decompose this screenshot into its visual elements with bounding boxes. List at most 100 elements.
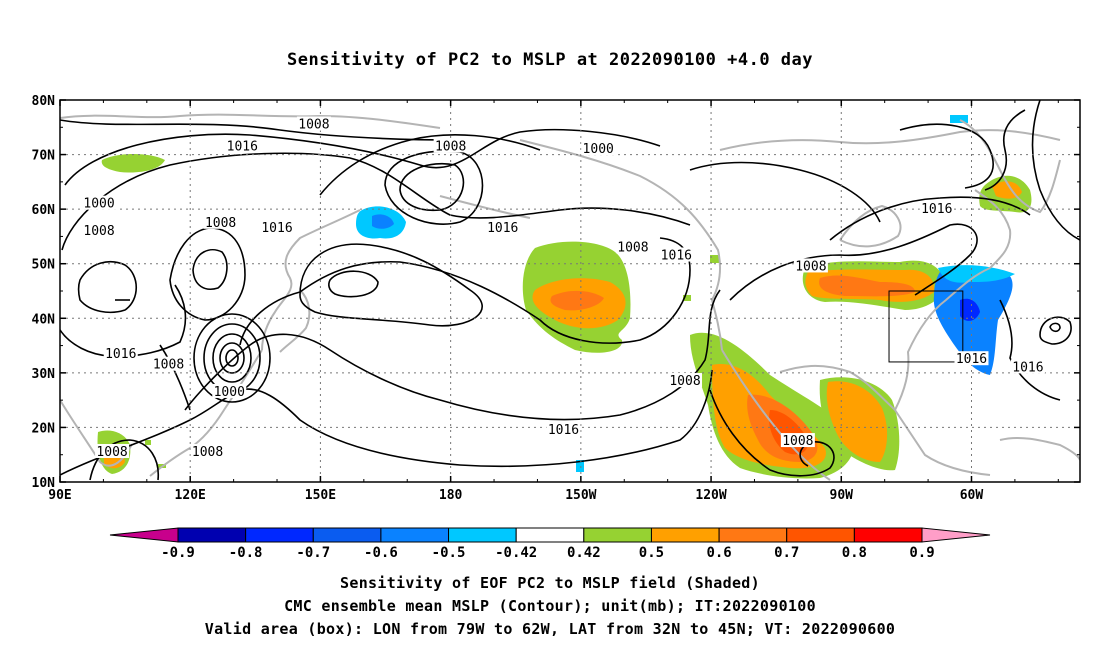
coast-korea-china [149, 349, 263, 477]
lat-label: 70N [32, 149, 56, 164]
lon-label: 150E [305, 488, 336, 503]
shade-blue-speck [950, 115, 968, 123]
contour-label-bg [225, 138, 260, 153]
contour-label: 1008 [298, 118, 329, 133]
contour-label-bg [190, 443, 225, 458]
colorbar-label: -0.6 [364, 545, 398, 561]
lat-label: 30N [32, 367, 56, 382]
contour-label: 1008 [795, 259, 826, 274]
coast-south-america [999, 436, 1080, 461]
contour-label-bg [581, 141, 616, 156]
contour-label-bg [546, 422, 581, 437]
contour-label: 1000 [214, 385, 245, 400]
colorbar-swatch [718, 527, 788, 543]
shade-orange-pacific-dark [550, 290, 604, 311]
contour-line [999, 299, 1061, 401]
lat-label: 80N [32, 94, 56, 109]
lon-label: 90E [48, 488, 71, 503]
contour-label-bg [260, 220, 295, 235]
contour-line [77, 261, 138, 314]
contour-label-bg [793, 258, 828, 273]
contour-line [689, 161, 881, 223]
contour-label: 1016 [956, 352, 987, 367]
contour-line [1031, 100, 1080, 241]
contour-label: 1008 [782, 434, 813, 449]
contour-line [899, 123, 994, 189]
shade-green-speck [145, 440, 151, 445]
colorbar-swatch [583, 527, 652, 543]
coast-caribbean [894, 409, 991, 476]
contour-label-bg [659, 247, 694, 262]
contour-typhoon [193, 313, 271, 403]
colorbar-label: 0.9 [909, 545, 934, 561]
lon-label: 150W [565, 488, 596, 503]
contour-label: 1016 [105, 347, 136, 362]
shade-green-siberia [101, 154, 165, 173]
lon-label: 60W [960, 488, 984, 503]
axis-ticks [59, 99, 1080, 483]
contour-line [159, 344, 191, 411]
contour-line [64, 128, 661, 186]
lon-label: 120E [175, 488, 206, 503]
contour-label-bg [151, 356, 186, 371]
colorbar-label: -0.9 [161, 545, 195, 561]
contour-label: 1016 [227, 139, 258, 154]
contour-line [384, 150, 484, 225]
shade-lightblue-atlantic [938, 265, 1015, 283]
contour-label: 1000 [83, 197, 114, 212]
coast-alaska [519, 139, 721, 301]
coast-aleutians [439, 195, 531, 219]
lat-label: 60N [32, 203, 56, 218]
contour-line [984, 109, 1026, 191]
lat-label: 50N [32, 258, 56, 273]
colorbar-swatch [177, 527, 247, 543]
colorbar-swatch [650, 527, 720, 543]
contour-label: 1008 [83, 224, 114, 239]
contour-label: 1016 [1012, 360, 1043, 375]
contour-line [1049, 322, 1061, 333]
map-title: Sensitivity of PC2 to MSLP at 2022090100… [286, 50, 813, 70]
contour-label: 1008 [192, 445, 223, 460]
contour-label: 1008 [205, 216, 236, 231]
contour-line [239, 237, 691, 346]
contour-label-bg [954, 351, 989, 366]
shade-blue-atlantic-dark [960, 298, 980, 321]
contour-line [60, 284, 187, 358]
contour-line [328, 270, 379, 298]
colorbar: -0.9 -0.8 -0.7 -0.6 -0.5 -0.42 0.42 0.5 0.6 0.7 0.… [109, 527, 991, 561]
colorbar-swatch [312, 527, 382, 543]
contour-line [60, 369, 713, 476]
contour-label: 1016 [548, 423, 579, 438]
contour-line [60, 119, 461, 141]
contour-line [319, 134, 541, 196]
lon-axis-labels: 90E 120E 150E 180 150W 120W 90W 60W [48, 488, 983, 503]
contour-label-bg [780, 433, 815, 448]
colorbar-swatch [380, 527, 450, 543]
colorbar-swatch [853, 527, 923, 543]
colorbar-swatch [448, 527, 517, 543]
contour-label: 1016 [487, 221, 518, 236]
contour-label: 1008 [435, 139, 466, 154]
coast-us-east [894, 267, 991, 411]
valid-area-box [888, 290, 964, 363]
contour-label: 1000 [583, 142, 614, 157]
lat-label: 20N [32, 421, 56, 436]
contour-label: 1016 [921, 202, 952, 217]
shade-green-speck [710, 255, 720, 263]
colorbar-low-triangle [109, 527, 179, 543]
colorbar-swatch [245, 527, 314, 543]
contour-label-bg [485, 220, 520, 235]
contour-typhoon [219, 342, 245, 374]
caption-shading: Sensitivity of EOF PC2 to MSLP field (Sh… [340, 574, 760, 592]
contour-line [89, 439, 159, 481]
lon-label: 120W [695, 488, 726, 503]
contour-label-bg [668, 373, 703, 388]
colorbar-label: -0.5 [432, 545, 466, 561]
contour-label: 1016 [661, 249, 692, 264]
coast-japan [279, 289, 311, 353]
contour-label-bg [615, 239, 650, 254]
colorbar-swatch [786, 527, 855, 543]
contour-label: 1008 [669, 374, 700, 389]
colorbar-label: 0.5 [639, 545, 664, 561]
